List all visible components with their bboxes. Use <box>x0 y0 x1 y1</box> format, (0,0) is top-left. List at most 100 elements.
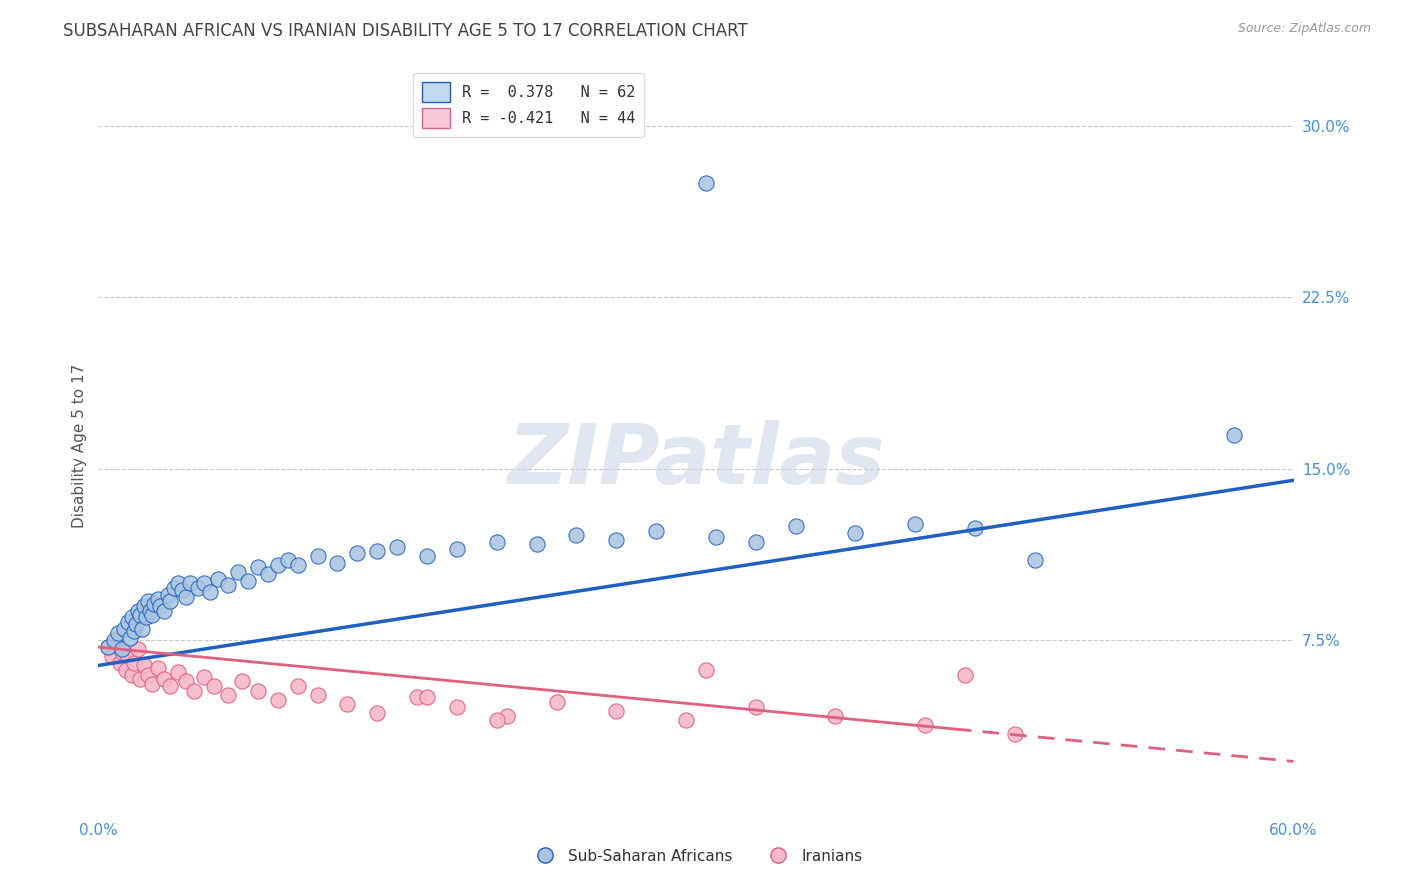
Point <box>953 667 976 681</box>
Point <box>131 622 153 636</box>
Point <box>207 572 229 586</box>
Point <box>153 604 176 618</box>
Point <box>179 576 201 591</box>
Point <box>107 626 129 640</box>
Point <box>193 576 215 591</box>
Point <box>495 708 517 723</box>
Point <box>141 608 163 623</box>
Point <box>193 670 215 684</box>
Point <box>129 608 152 623</box>
Point <box>217 578 239 592</box>
Point <box>149 599 172 613</box>
Point <box>1024 553 1046 567</box>
Point <box>103 633 125 648</box>
Point <box>385 540 409 554</box>
Point <box>824 708 846 723</box>
Point <box>174 674 197 689</box>
Point <box>129 672 152 686</box>
Point <box>167 576 190 591</box>
Point <box>217 688 239 702</box>
Point <box>963 521 986 535</box>
Point <box>307 549 329 563</box>
Point <box>105 633 128 648</box>
Point <box>97 640 120 655</box>
Point <box>167 665 190 680</box>
Point <box>226 565 249 579</box>
Point <box>148 592 170 607</box>
Point <box>695 663 717 677</box>
Y-axis label: Disability Age 5 to 17: Disability Age 5 to 17 <box>72 364 87 528</box>
Point <box>202 679 225 693</box>
Point <box>121 610 143 624</box>
Point <box>785 519 807 533</box>
Point <box>143 597 166 611</box>
Point <box>120 631 142 645</box>
Point <box>148 661 170 675</box>
Point <box>267 558 290 572</box>
Point <box>256 567 278 582</box>
Point <box>307 688 329 702</box>
Text: SUBSAHARAN AFRICAN VS IRANIAN DISABILITY AGE 5 TO 17 CORRELATION CHART: SUBSAHARAN AFRICAN VS IRANIAN DISABILITY… <box>63 22 748 40</box>
Point <box>163 581 186 595</box>
Point <box>110 656 132 670</box>
Point <box>198 585 221 599</box>
Point <box>236 574 259 588</box>
Point <box>127 642 149 657</box>
Point <box>1223 427 1246 442</box>
Point <box>904 516 927 531</box>
Point <box>446 699 468 714</box>
Point <box>117 615 139 629</box>
Point <box>695 176 717 190</box>
Point <box>159 679 181 693</box>
Point <box>124 624 146 639</box>
Point <box>844 525 866 540</box>
Point <box>124 656 146 670</box>
Point <box>605 533 627 547</box>
Point <box>565 528 588 542</box>
Point <box>346 546 368 560</box>
Point <box>267 692 290 706</box>
Point <box>1004 727 1026 741</box>
Point <box>157 588 180 602</box>
Point <box>97 640 120 655</box>
Point <box>115 663 138 677</box>
Point <box>134 599 156 613</box>
Point <box>416 549 439 563</box>
Legend: Sub-Saharan Africans, Iranians: Sub-Saharan Africans, Iranians <box>523 843 869 870</box>
Point <box>366 544 388 558</box>
Point <box>111 642 134 657</box>
Text: ZIPatlas: ZIPatlas <box>508 420 884 501</box>
Point <box>336 698 359 712</box>
Point <box>125 617 148 632</box>
Point <box>246 683 269 698</box>
Point <box>172 582 194 597</box>
Point <box>914 718 936 732</box>
Text: Source: ZipAtlas.com: Source: ZipAtlas.com <box>1237 22 1371 36</box>
Point <box>153 672 176 686</box>
Point <box>416 690 439 705</box>
Point <box>366 706 388 721</box>
Point <box>745 699 768 714</box>
Point <box>745 535 768 549</box>
Point <box>127 604 149 618</box>
Point <box>111 645 134 659</box>
Point <box>246 560 269 574</box>
Point <box>675 714 697 728</box>
Point <box>101 649 124 664</box>
Point <box>277 553 299 567</box>
Point <box>406 690 429 705</box>
Point <box>546 695 568 709</box>
Point <box>231 674 253 689</box>
Point <box>139 604 162 618</box>
Point <box>485 714 508 728</box>
Point <box>121 667 143 681</box>
Point <box>526 537 548 551</box>
Point <box>326 556 349 570</box>
Point <box>117 649 139 664</box>
Point <box>704 530 727 544</box>
Point <box>112 622 135 636</box>
Point <box>134 658 156 673</box>
Point <box>159 594 181 608</box>
Point <box>287 679 309 693</box>
Point <box>183 683 205 698</box>
